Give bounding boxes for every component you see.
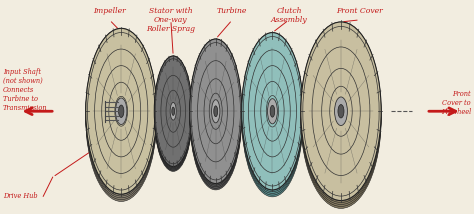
Ellipse shape (86, 34, 156, 200)
Ellipse shape (190, 42, 242, 187)
Ellipse shape (335, 97, 347, 126)
Ellipse shape (242, 40, 303, 197)
Text: Impeller: Impeller (93, 7, 126, 15)
Text: Turbine: Turbine (217, 7, 247, 15)
Ellipse shape (155, 56, 192, 166)
Ellipse shape (86, 32, 156, 198)
Ellipse shape (86, 28, 156, 194)
Ellipse shape (118, 105, 124, 117)
Ellipse shape (338, 105, 344, 118)
Ellipse shape (270, 105, 275, 117)
Text: Clutch
Assembly: Clutch Assembly (271, 7, 307, 24)
Ellipse shape (190, 41, 242, 185)
Text: Stator with
One-way
Roller Sprag: Stator with One-way Roller Sprag (146, 7, 195, 33)
Ellipse shape (155, 61, 192, 171)
Ellipse shape (301, 22, 381, 201)
Ellipse shape (301, 28, 381, 207)
Ellipse shape (86, 30, 156, 196)
Ellipse shape (301, 30, 381, 208)
Ellipse shape (190, 39, 242, 184)
Ellipse shape (242, 33, 303, 190)
Text: Front
Cover to
Flywheel: Front Cover to Flywheel (441, 89, 471, 116)
Text: Front Cover: Front Cover (337, 7, 383, 15)
Ellipse shape (116, 98, 127, 125)
Ellipse shape (172, 107, 174, 115)
Ellipse shape (242, 38, 303, 195)
Ellipse shape (242, 34, 303, 192)
Ellipse shape (170, 103, 176, 120)
Ellipse shape (267, 99, 277, 124)
Text: Drive Hub: Drive Hub (3, 192, 37, 200)
Ellipse shape (155, 57, 192, 168)
Ellipse shape (190, 45, 242, 190)
Ellipse shape (190, 44, 242, 188)
Ellipse shape (211, 100, 220, 123)
Ellipse shape (86, 36, 156, 201)
Ellipse shape (242, 36, 303, 193)
Ellipse shape (301, 26, 381, 205)
Ellipse shape (86, 28, 156, 194)
Ellipse shape (155, 60, 192, 170)
Ellipse shape (242, 33, 303, 190)
Ellipse shape (155, 56, 192, 166)
Ellipse shape (301, 22, 381, 201)
Text: Input Shaft
(not shown)
Connects
Turbine to
Transmission: Input Shaft (not shown) Connects Turbine… (3, 68, 48, 112)
Ellipse shape (190, 39, 242, 184)
Ellipse shape (155, 58, 192, 169)
Ellipse shape (214, 106, 218, 117)
Ellipse shape (301, 24, 381, 202)
